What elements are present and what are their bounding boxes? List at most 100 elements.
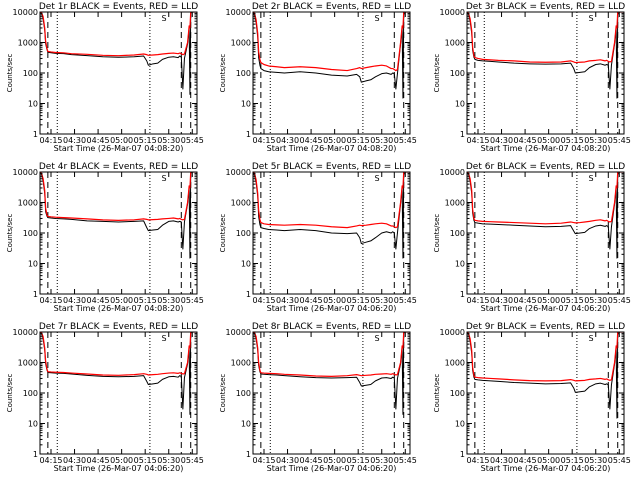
chart-title: Det 9r BLACK = Events, RED = LLD [466, 322, 625, 332]
xtick-label: 05:15 [561, 296, 584, 305]
ytick-label: 100 [236, 229, 251, 238]
series-group [253, 172, 410, 259]
ytick-label: 10000 [440, 328, 465, 337]
ytick-label: 1 [246, 450, 251, 459]
chart-title: Det 5r BLACK = Events, RED = LLD [252, 162, 411, 172]
ytick-label: 100 [23, 389, 38, 398]
xtick-label: 05:45 [181, 296, 204, 305]
ytick-label: 10 [455, 260, 465, 269]
chart-title: Det 7r BLACK = Events, RED = LLD [39, 322, 198, 332]
x-axis-label: Start Time (26-Mar-07 04:06:20) [54, 464, 184, 473]
series-group [40, 172, 197, 259]
xtick-label: 04:15 [466, 136, 489, 145]
ytick-label: 10 [455, 100, 465, 109]
saa-label: S [161, 174, 166, 183]
x-axis-label: Start Time (26-Mar-07 04:06:20) [267, 464, 397, 473]
ytick-label: 10 [28, 420, 38, 429]
xtick-label: 04:15 [39, 296, 62, 305]
ytick-label: 1000 [231, 199, 251, 208]
chart-title: Det 6r BLACK = Events, RED = LLD [466, 162, 625, 172]
xtick-label: 05:45 [394, 136, 417, 145]
saa-label: S [374, 14, 379, 23]
xtick-label: 04:15 [39, 136, 62, 145]
series-line-lld [253, 332, 410, 378]
ytick-label: 100 [450, 389, 465, 398]
xtick-label: 05:00 [323, 456, 346, 465]
x-axis-label: Start Time (26-Mar-07 04:06:20) [481, 464, 611, 473]
chart-panel-5: Det 5r BLACK = Events, RED = LLD S 1 10 100 1… [219, 162, 417, 313]
series-line-lld [467, 172, 624, 225]
x-axis-label: Start Time (26-Mar-07 04:06:20) [481, 304, 611, 313]
series-group [253, 332, 410, 415]
xtick-label: 05:45 [394, 456, 417, 465]
xtick-label: 05:45 [181, 136, 204, 145]
series-group [253, 12, 410, 99]
series-line-lld [467, 332, 624, 382]
ytick-label: 10000 [13, 328, 38, 337]
xtick-label: 05:30 [370, 456, 393, 465]
xtick-label: 05:00 [110, 296, 133, 305]
xtick-label: 04:45 [514, 456, 537, 465]
xtick-label: 04:30 [63, 136, 86, 145]
y-axis-label: Counts/sec [219, 54, 227, 93]
xtick-label: 05:00 [537, 456, 560, 465]
ytick-label: 100 [23, 229, 38, 238]
xtick-label: 04:15 [466, 456, 489, 465]
xtick-label: 05:15 [347, 136, 370, 145]
xtick-label: 05:15 [134, 456, 157, 465]
plot-frame [466, 171, 625, 295]
plot-frame [39, 331, 198, 455]
ytick-label: 1 [33, 130, 38, 139]
xtick-label: 05:15 [347, 296, 370, 305]
plot-frame [466, 11, 625, 135]
series-line-events [467, 172, 624, 259]
xtick-label: 04:45 [300, 456, 323, 465]
chart-title: Det 8r BLACK = Events, RED = LLD [252, 322, 411, 332]
ytick-label: 1000 [231, 39, 251, 48]
series-line-lld [253, 12, 410, 72]
ytick-label: 10000 [13, 168, 38, 177]
ytick-label: 10 [241, 420, 251, 429]
y-axis-label: Counts/sec [6, 54, 14, 93]
xtick-label: 05:30 [157, 456, 180, 465]
x-axis-label: Start Time (26-Mar-07 04:08:20) [54, 304, 184, 313]
ytick-label: 10 [28, 260, 38, 269]
xtick-label: 05:30 [370, 296, 393, 305]
ytick-label: 10000 [440, 168, 465, 177]
ytick-label: 1 [460, 290, 465, 299]
series-group [467, 332, 624, 419]
xtick-label: 04:15 [466, 296, 489, 305]
xtick-label: 05:15 [347, 456, 370, 465]
y-axis-label: Counts/sec [6, 214, 14, 253]
saa-label: S [161, 14, 166, 23]
ytick-label: 10000 [440, 8, 465, 17]
ytick-label: 1000 [18, 199, 38, 208]
plot-frame [39, 171, 198, 295]
chart-panel-6: Det 6r BLACK = Events, RED = LLD S 1 10 100 1… [433, 162, 631, 313]
xtick-label: 05:45 [181, 456, 204, 465]
y-axis-label: Counts/sec [433, 374, 441, 413]
ytick-label: 100 [23, 69, 38, 78]
xtick-label: 05:15 [561, 456, 584, 465]
ytick-label: 10000 [226, 168, 251, 177]
chart-panel-8: Det 8r BLACK = Events, RED = LLD S 1 10 100 1… [219, 322, 417, 473]
chart-title: Det 1r BLACK = Events, RED = LLD [39, 2, 198, 12]
xtick-label: 05:30 [157, 296, 180, 305]
series-line-events [40, 172, 197, 259]
ytick-label: 10000 [226, 8, 251, 17]
saa-label: S [374, 334, 379, 343]
xtick-label: 04:45 [300, 296, 323, 305]
y-axis-label: Counts/sec [6, 374, 14, 413]
xtick-label: 04:45 [87, 136, 110, 145]
x-axis-label: Start Time (26-Mar-07 04:08:20) [481, 144, 611, 153]
xtick-label: 05:45 [608, 296, 631, 305]
plot-frame [39, 11, 198, 135]
chart-panel-3: Det 3r BLACK = Events, RED = LLD S 1 10 100 1… [433, 2, 631, 153]
xtick-label: 05:30 [584, 456, 607, 465]
xtick-label: 05:45 [608, 456, 631, 465]
chart-panel-2: Det 2r BLACK = Events, RED = LLD S 1 10 100 1… [219, 2, 417, 153]
xtick-label: 05:00 [537, 136, 560, 145]
xtick-label: 05:30 [584, 296, 607, 305]
ytick-label: 10 [241, 100, 251, 109]
